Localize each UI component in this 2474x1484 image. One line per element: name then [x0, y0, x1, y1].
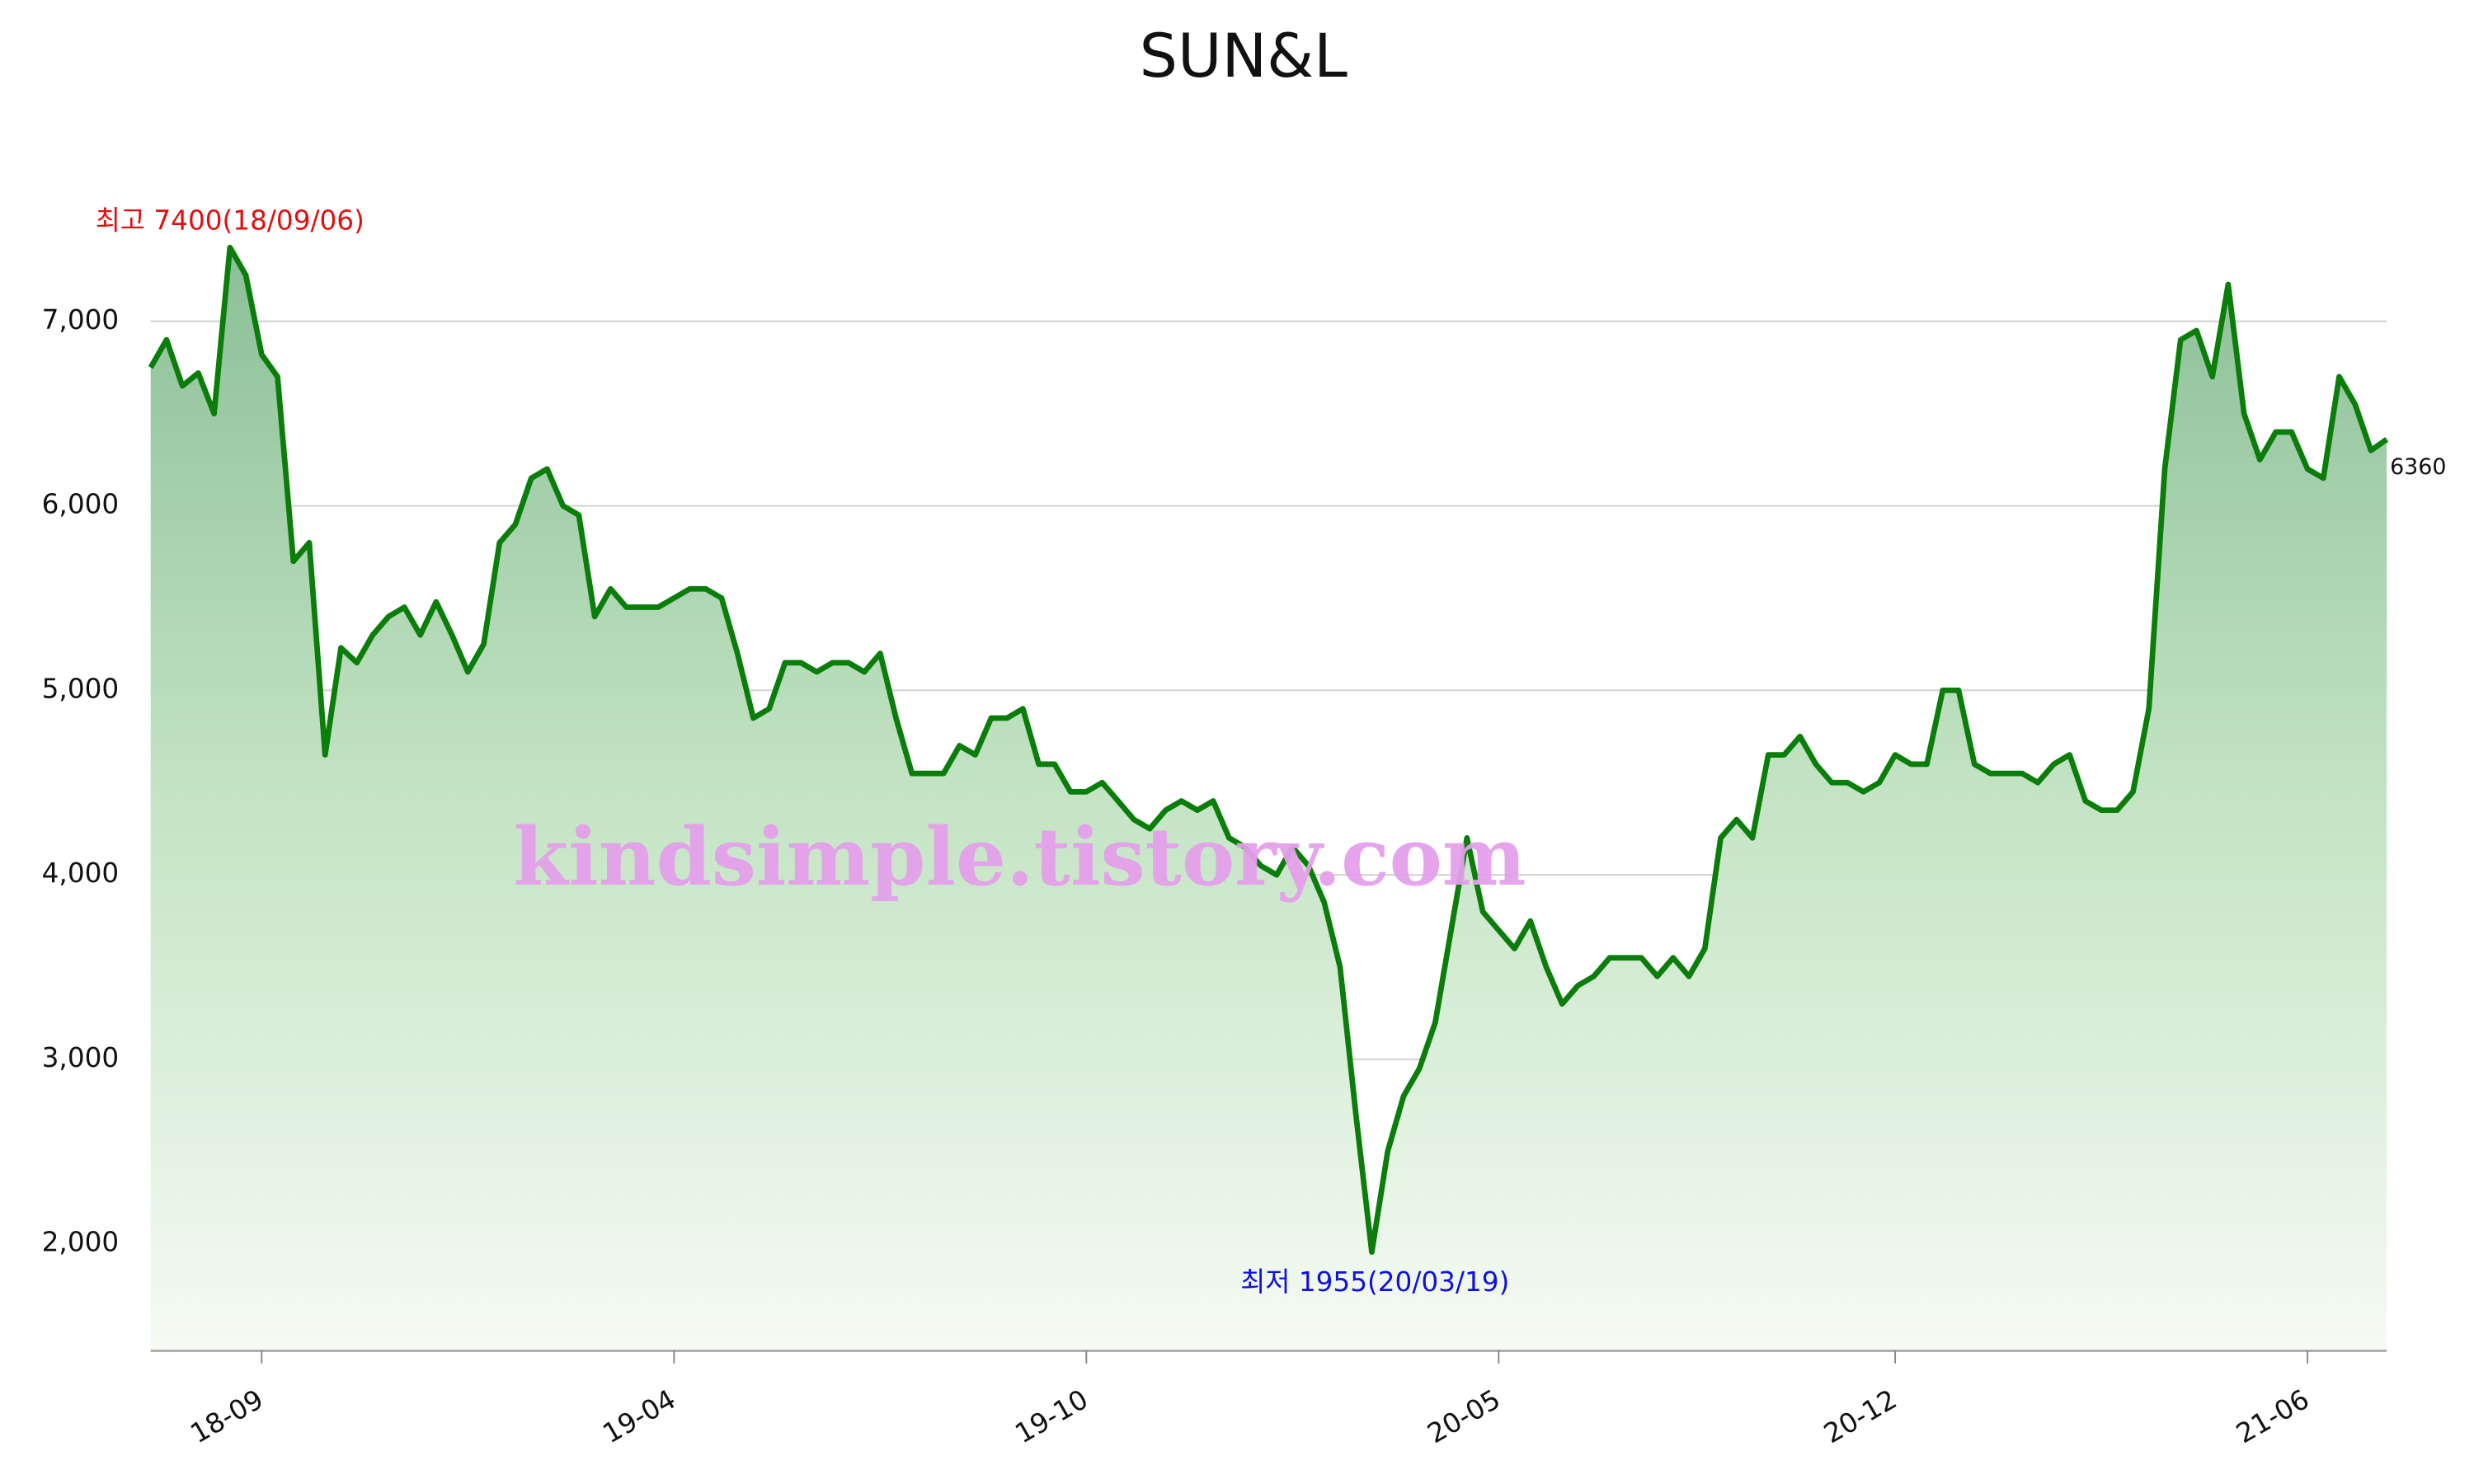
x-tick-label: 20-05	[1423, 1383, 1506, 1449]
y-tick-label: 3,000	[42, 1042, 120, 1073]
y-tick-label: 7,000	[42, 304, 120, 336]
x-tick-label: 19-04	[598, 1383, 681, 1449]
area	[150, 247, 2387, 1351]
y-tick-label: 5,000	[42, 673, 120, 704]
x-tick-label: 20-12	[1818, 1383, 1902, 1449]
x-tick-label: 18-09	[186, 1383, 269, 1449]
last-value-label: 6360	[2390, 454, 2446, 480]
x-tick-label: 19-10	[1010, 1383, 1094, 1449]
y-tick-label: 6,000	[42, 489, 120, 520]
y-tick-label: 4,000	[42, 857, 120, 889]
line	[148, 244, 2389, 1256]
max-annotation: 최고 7400(18/09/06)	[96, 204, 365, 236]
min-annotation: 최저 1955(20/03/19)	[1240, 1266, 1509, 1298]
x-tick-label: 21-06	[2231, 1383, 2314, 1449]
chart-title: SUN&L	[1140, 21, 1348, 92]
y-tick-label: 2,000	[42, 1227, 120, 1258]
watermark: kindsimple.tistory.com	[514, 810, 1526, 904]
